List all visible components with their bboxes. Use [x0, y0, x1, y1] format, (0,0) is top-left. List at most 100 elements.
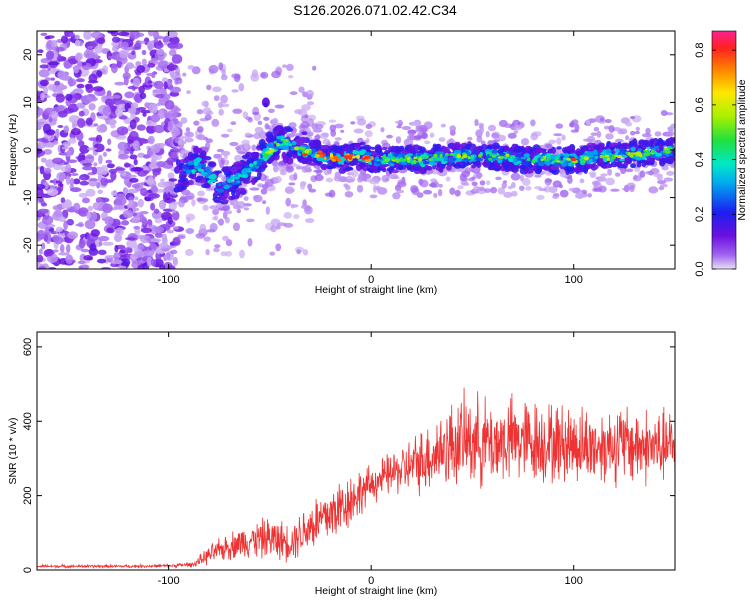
spectrogram-cell — [230, 175, 235, 180]
spectrogram-cell — [496, 145, 505, 149]
spectrogram-cell — [629, 185, 635, 193]
spectrogram-cell — [645, 127, 651, 135]
spectrogram-cell — [488, 124, 496, 132]
spectrogram-cell — [509, 155, 516, 159]
spectrogram-cell — [559, 160, 563, 164]
spectrogram-cell — [476, 135, 483, 143]
spectrogram-cell — [171, 151, 178, 159]
spectrogram-cell — [129, 177, 139, 183]
spectrogram-cell — [283, 140, 287, 145]
spectrogram-cell — [146, 40, 154, 51]
spectrogram-cell — [585, 120, 591, 126]
spectrogram-cell — [177, 139, 183, 146]
spectrogram-cell — [334, 137, 342, 141]
spectrogram-cell — [463, 160, 470, 167]
spectrogram-cell — [232, 108, 243, 114]
spectrogram-cell — [413, 156, 418, 160]
spectrogram-cell — [138, 85, 145, 94]
spectrogram-cell — [220, 94, 228, 104]
spectrogram-cell — [579, 178, 585, 184]
spectrogram-cell — [293, 172, 298, 181]
spectrogram-cell — [511, 190, 518, 197]
spectrogram-cell — [141, 49, 147, 56]
spectrogram-cell — [448, 157, 456, 163]
spectrogram-cell — [605, 177, 615, 186]
spectrogram-cell — [208, 161, 217, 168]
spectrogram-cell — [495, 153, 500, 156]
spectrogram-cell — [395, 136, 402, 144]
spectrogram-cell — [110, 171, 117, 181]
spectrogram-cell — [391, 145, 396, 153]
spectrogram-y-tick-label: 0 — [22, 147, 34, 153]
spectrogram-cell — [48, 70, 56, 75]
spectrogram-cell — [395, 158, 400, 163]
spectrogram-cell — [226, 128, 233, 133]
spectrogram-cell — [381, 160, 387, 164]
spectrogram-cell — [172, 209, 177, 214]
spectrogram-cell — [651, 150, 657, 154]
spectrogram-cell — [486, 180, 491, 186]
spectrogram-cell — [538, 188, 548, 192]
spectrogram-cell — [83, 31, 92, 40]
spectrogram-cell — [625, 135, 630, 141]
spectrogram-cell — [270, 224, 277, 233]
spectrogram-cell — [102, 241, 114, 246]
spectrogram-cell — [285, 188, 296, 193]
snr-x-axis-label: Height of straight line (km) — [315, 585, 438, 597]
colorbar-tick-label: 0.4 — [694, 152, 706, 167]
spectrogram-cell — [178, 199, 185, 208]
spectrogram-cell — [148, 192, 160, 199]
spectrogram-cell — [306, 89, 314, 98]
spectrogram-cell — [250, 73, 260, 82]
spectrogram-cell — [596, 130, 602, 138]
spectrogram-cell — [249, 163, 254, 168]
spectrogram-cell — [110, 259, 123, 265]
spectrogram-cell — [300, 117, 310, 122]
spectrogram-cell — [672, 151, 675, 157]
spectrogram-cell — [290, 146, 296, 150]
spectrogram-cell — [96, 70, 103, 77]
spectrogram-cell — [456, 154, 462, 159]
spectrogram-cell — [113, 252, 120, 261]
spectrogram-cell — [72, 88, 84, 95]
spectrogram-cell — [78, 140, 85, 148]
spectrogram-cell — [534, 147, 544, 154]
spectrogram-cell — [220, 103, 230, 108]
spectrogram-cell — [502, 163, 509, 169]
spectrogram-cell — [409, 134, 416, 141]
spectrogram-cell — [208, 174, 216, 180]
spectrogram-cell — [140, 187, 148, 197]
spectrogram-cell — [329, 124, 337, 132]
spectrogram-cell — [408, 144, 413, 152]
spectrogram-cell — [396, 181, 407, 188]
spectrogram-cell — [605, 133, 614, 140]
spectrogram-cell — [137, 137, 147, 144]
spectrogram-cell — [56, 105, 65, 111]
spectrogram-cell — [157, 181, 170, 188]
spectrogram-cell — [663, 177, 674, 182]
spectrogram-cell — [566, 158, 571, 161]
spectrogram-cell — [266, 125, 271, 130]
spectrogram-cell — [78, 176, 87, 180]
spectrogram-cell — [153, 124, 166, 134]
spectrogram-cell — [668, 156, 675, 161]
spectrogram-cell — [374, 186, 385, 191]
spectrogram-cell — [85, 188, 96, 197]
spectrogram-cell — [141, 58, 147, 66]
spectrogram-cell — [621, 142, 630, 147]
spectrogram-cell — [276, 142, 280, 147]
spectrogram-cell — [37, 208, 49, 214]
spectrogram-cell — [531, 159, 536, 164]
spectrogram-cell — [162, 192, 168, 203]
spectrogram-cell — [665, 141, 673, 146]
spectrogram-cell — [548, 139, 557, 145]
spectrogram-cell — [429, 132, 435, 138]
spectrogram-cell — [70, 128, 81, 136]
spectrogram-cell — [107, 138, 112, 146]
spectrogram-cell — [70, 173, 79, 176]
spectrogram-cell — [254, 126, 264, 134]
spectrogram-cell — [155, 35, 165, 40]
spectrogram-cell — [196, 109, 204, 115]
spectrogram-cell — [155, 93, 166, 99]
